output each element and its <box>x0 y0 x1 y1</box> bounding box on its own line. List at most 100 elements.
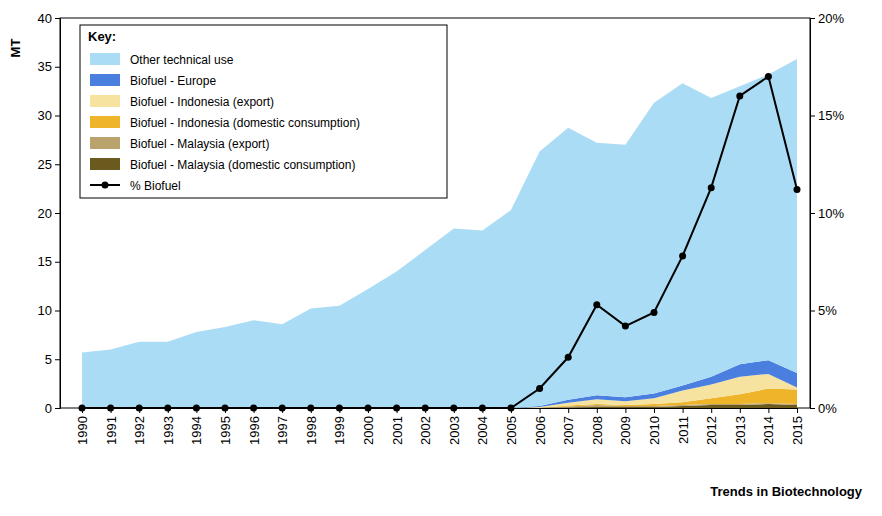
legend-swatch-marker <box>102 182 109 189</box>
x-tick-mark <box>482 408 483 413</box>
x-tick: 1991 <box>104 408 119 445</box>
legend-box <box>80 25 447 198</box>
x-tick-label: 1993 <box>161 416 176 445</box>
x-tick: 1998 <box>304 408 319 445</box>
chart: 05101520253035400%5%10%15%20%19901991199… <box>0 0 882 516</box>
x-tick-mark <box>654 408 655 413</box>
y-axis: 0 5 10 15 20 25 30 35 40 <box>38 11 61 416</box>
x-tick-label: 2011 <box>676 416 691 444</box>
y-tick-mark <box>55 359 60 360</box>
x-tick-mark <box>282 408 283 413</box>
y-tick-mark <box>55 262 60 263</box>
x-tick: 2003 <box>447 408 462 445</box>
x-tick-mark <box>111 408 112 413</box>
legend-title: Key: <box>88 29 116 44</box>
line-marker <box>622 323 629 330</box>
y2-tick-label: 10% <box>818 206 844 221</box>
x-tick-label: 2005 <box>504 416 519 445</box>
y-tick-mark <box>55 164 60 165</box>
x-tick-mark <box>768 408 769 413</box>
y-tick-mark <box>55 311 60 312</box>
y-tick: 15 <box>38 254 60 269</box>
y2-tick: 10% <box>810 206 844 221</box>
y2-tick: 0% <box>810 401 837 416</box>
y2-tick-mark <box>810 213 815 214</box>
y-tick-label: 20 <box>38 206 52 221</box>
y-tick: 35 <box>38 59 60 74</box>
x-tick-mark <box>740 408 741 413</box>
y-tick-label: 25 <box>38 157 52 172</box>
y2-tick: 5% <box>810 303 837 318</box>
x-tick-mark <box>339 408 340 413</box>
y-tick-mark <box>55 18 60 19</box>
y-tick: 30 <box>38 108 60 123</box>
x-tick: 1994 <box>189 408 204 445</box>
x-tick: 2002 <box>418 408 433 445</box>
y-tick-label: 30 <box>38 108 52 123</box>
x-tick: 2011 <box>676 408 691 444</box>
line-marker <box>765 73 772 80</box>
x-tick-label: 2010 <box>647 416 662 445</box>
x-tick: 2008 <box>590 408 605 445</box>
line-marker <box>651 309 658 316</box>
x-tick-label: 2004 <box>475 416 490 445</box>
x-tick-mark <box>683 408 684 413</box>
y-tick-mark <box>55 67 60 68</box>
y-tick-label: 15 <box>38 254 52 269</box>
x-tick-label: 1992 <box>132 416 147 445</box>
x-tick-mark <box>139 408 140 413</box>
x-tick-mark <box>82 408 83 413</box>
y-tick: 40 <box>38 11 60 26</box>
x-axis: 1990199119921993199419951996199719981999… <box>75 408 805 445</box>
x-tick-label: 1991 <box>104 416 119 445</box>
y2-tick-label: 0% <box>818 401 837 416</box>
y-tick-label: 0 <box>45 401 52 416</box>
y-tick-mark <box>55 213 60 214</box>
legend-label: Biofuel - Europe <box>130 74 216 88</box>
source-note: Trends in Biotechnology <box>710 484 862 499</box>
x-tick: 1990 <box>75 408 90 445</box>
x-tick: 2012 <box>704 408 719 445</box>
x-tick-mark <box>454 408 455 413</box>
x-tick: 2014 <box>761 408 776 445</box>
legend-label: Biofuel - Malaysia (export) <box>130 137 269 151</box>
x-tick-mark <box>511 408 512 413</box>
x-tick-mark <box>711 408 712 413</box>
x-tick: 1995 <box>218 408 233 445</box>
x-tick-label: 2012 <box>704 416 719 445</box>
y-tick: 5 <box>45 352 60 367</box>
legend-label: % Biofuel <box>130 179 181 193</box>
x-tick-mark <box>625 408 626 413</box>
legend-swatch <box>90 74 120 86</box>
y-tick: 10 <box>38 303 60 318</box>
y2-axis: 0%5%10%15%20% <box>810 11 844 416</box>
x-tick-label: 2009 <box>618 416 633 445</box>
legend-label: Biofuel - Indonesia (domestic consumptio… <box>130 116 360 130</box>
x-tick-mark <box>797 408 798 413</box>
legend-label: Biofuel - Malaysia (domestic consumption… <box>130 158 355 172</box>
x-axis-line <box>83 409 798 414</box>
x-tick-label: 2003 <box>447 416 462 445</box>
x-tick-label: 1994 <box>189 416 204 445</box>
y-tick-mark <box>55 116 60 117</box>
x-tick-label: 2014 <box>761 416 776 445</box>
x-tick-mark <box>597 408 598 413</box>
x-tick-label: 1999 <box>332 416 347 445</box>
x-tick-label: 2015 <box>790 416 805 445</box>
legend-swatch <box>90 137 120 149</box>
x-tick: 2007 <box>561 408 576 445</box>
x-tick: 2004 <box>475 408 490 445</box>
y2-tick: 15% <box>810 108 844 123</box>
y-axis-line <box>55 19 61 409</box>
x-tick-mark <box>368 408 369 413</box>
x-tick-mark <box>168 408 169 413</box>
x-tick: 1997 <box>275 408 290 445</box>
x-tick-label: 1997 <box>275 416 290 445</box>
line-marker <box>794 186 801 193</box>
x-tick-label: 1998 <box>304 416 319 445</box>
x-tick: 2009 <box>618 408 633 445</box>
legend-label: Biofuel - Indonesia (export) <box>130 95 274 109</box>
x-tick: 2005 <box>504 408 519 445</box>
x-tick: 2010 <box>647 408 662 445</box>
y-tick-mark <box>55 408 60 409</box>
